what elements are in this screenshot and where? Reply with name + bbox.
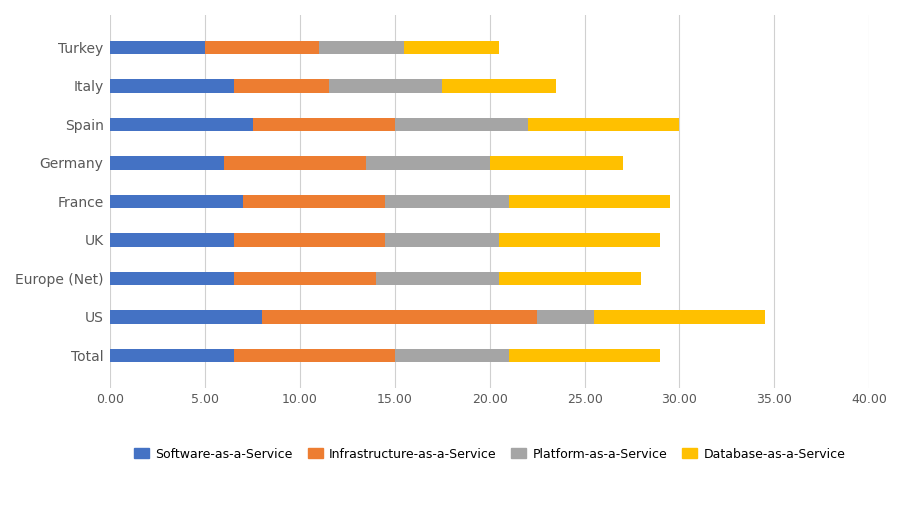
Bar [234,233,385,247]
Bar [244,194,385,208]
Bar [538,310,594,324]
Bar [499,271,641,285]
Bar [594,310,765,324]
Bar [262,310,538,324]
Bar [110,233,234,247]
Bar [395,118,528,131]
Bar [366,156,490,170]
Bar [319,41,404,54]
Bar [328,79,442,93]
Bar [110,194,244,208]
Bar [404,41,499,54]
Bar [225,156,366,170]
Bar [110,41,206,54]
Bar [110,156,225,170]
Bar [490,156,622,170]
Bar [234,349,395,362]
Bar [234,271,376,285]
Bar [376,271,499,285]
Bar [509,349,660,362]
Bar [206,41,319,54]
Bar [395,349,509,362]
Bar [499,233,660,247]
Bar [385,194,509,208]
Bar [234,79,328,93]
Bar [110,310,262,324]
Bar [110,349,234,362]
Bar [528,118,679,131]
Bar [110,79,234,93]
Bar [253,118,395,131]
Bar [110,271,234,285]
Bar [442,79,557,93]
Legend: Software-as-a-Service, Infrastructure-as-a-Service, Platform-as-a-Service, Datab: Software-as-a-Service, Infrastructure-as… [129,443,851,465]
Bar [385,233,499,247]
Bar [110,118,253,131]
Bar [509,194,670,208]
